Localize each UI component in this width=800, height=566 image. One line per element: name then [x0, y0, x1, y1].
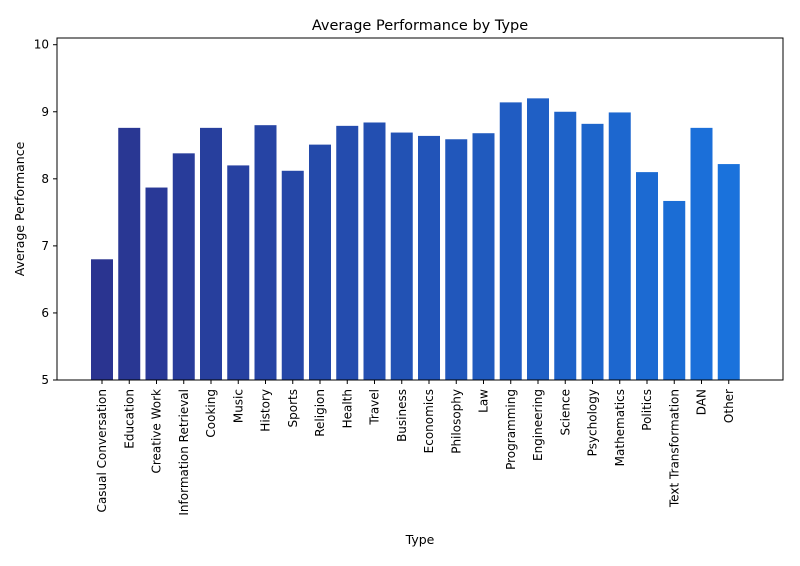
- bar-other: [717, 164, 740, 380]
- bar-business: [390, 132, 413, 380]
- bar-sports: [281, 170, 304, 380]
- x-axis-label: Type: [405, 532, 435, 547]
- bar-psychology: [581, 123, 604, 380]
- bar-education: [118, 127, 141, 380]
- bar-travel: [363, 122, 386, 381]
- y-tick-label: 7: [41, 239, 49, 253]
- bar-music: [227, 165, 250, 380]
- bars-group: [91, 98, 740, 381]
- x-tick-label: Text Transformation: [667, 389, 681, 508]
- chart-title: Average Performance by Type: [312, 18, 528, 34]
- x-tick-label: DAN: [695, 389, 709, 415]
- x-tick-label: Mathematics: [613, 389, 627, 466]
- x-tick-label: History: [259, 389, 273, 432]
- x-tick-label: Casual Conversation: [95, 389, 109, 512]
- bar-text-transformation: [663, 200, 686, 380]
- bar-history: [254, 125, 277, 381]
- x-tick-label: Information Retrieval: [177, 389, 191, 516]
- bar-religion: [309, 144, 331, 380]
- y-tick-label: 8: [41, 172, 49, 186]
- y-axis-label: Average Performance: [12, 141, 27, 276]
- x-tick-label: Religion: [313, 389, 327, 437]
- y-tick-label: 10: [34, 38, 49, 52]
- bar-health: [336, 125, 359, 380]
- bar-casual-conversation: [91, 259, 113, 380]
- x-tick-label: Business: [395, 389, 409, 442]
- x-tick-label: Music: [231, 389, 245, 423]
- bar-cooking: [200, 127, 222, 380]
- bar-programming: [499, 102, 522, 380]
- y-tick-label: 9: [41, 105, 49, 119]
- x-tick-label: Health: [340, 389, 354, 428]
- x-axis: Casual Conversation Education Creative Wor…: [95, 380, 736, 516]
- x-tick-label: Science: [558, 389, 572, 436]
- x-tick-label: Engineering: [531, 389, 545, 461]
- x-tick-label: Education: [122, 389, 136, 449]
- bar-information-retrieval: [172, 153, 195, 380]
- x-tick-label: Economics: [422, 389, 436, 453]
- bar-dan: [690, 127, 713, 380]
- x-tick-label: Psychology: [586, 389, 600, 456]
- bar-law: [472, 133, 495, 380]
- x-tick-label: Politics: [640, 389, 654, 431]
- bar-philosophy: [445, 139, 468, 380]
- x-tick-label: Creative Work: [150, 389, 164, 474]
- bar-economics: [418, 135, 440, 380]
- bar-engineering: [527, 98, 549, 380]
- x-tick-label: Travel: [368, 389, 382, 426]
- x-tick-label: Philosophy: [449, 389, 463, 454]
- plot-frame: [56, 37, 784, 381]
- bar-mathematics: [608, 112, 631, 380]
- x-tick-label: Sports: [286, 389, 300, 427]
- y-tick-label: 6: [41, 306, 49, 320]
- x-tick-label: Cooking: [204, 389, 218, 438]
- bar-politics: [636, 172, 658, 380]
- y-axis: 5 6 7 8 9 10: [34, 38, 57, 387]
- y-tick-label: 5: [41, 373, 49, 387]
- bar-creative-work: [145, 187, 168, 380]
- x-tick-label: Programming: [504, 389, 518, 470]
- x-tick-label: Other: [722, 389, 736, 423]
- x-tick-label: Law: [477, 389, 491, 413]
- bar-science: [554, 111, 577, 380]
